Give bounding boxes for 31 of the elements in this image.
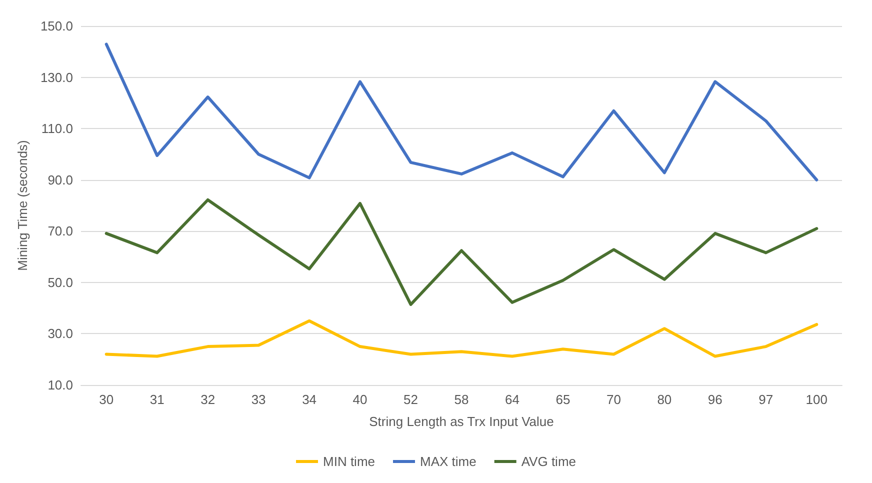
y-tick-label: 70.0: [48, 224, 73, 239]
line-series: [104, 319, 818, 358]
x-tick-label: 30: [99, 392, 114, 407]
x-tick-label: 31: [150, 392, 164, 407]
x-tick-label: 65: [556, 392, 570, 407]
x-axis-title: String Length as Trx Input Value: [369, 414, 554, 429]
x-tick-label: 58: [454, 392, 469, 407]
x-tick-label: 97: [758, 392, 774, 407]
legend-label: MIN time: [323, 454, 375, 469]
x-tick-label: 96: [708, 392, 722, 407]
y-tick-label: 150.0: [40, 18, 73, 34]
x-tick-label: 52: [404, 392, 418, 407]
legend-label: MAX time: [420, 454, 476, 469]
x-tick-label: 70: [606, 392, 621, 407]
legend-label: AVG time: [521, 454, 576, 469]
x-tick-label: 32: [200, 392, 216, 407]
y-axis-title: Mining Time (seconds): [15, 140, 30, 271]
line-series: [104, 198, 818, 306]
x-tick-label: 34: [302, 392, 317, 407]
y-tick-label: 10.0: [48, 378, 73, 392]
x-tick-label: 40: [352, 392, 368, 407]
y-tick-label: 50.0: [48, 274, 73, 290]
y-tick-label: 90.0: [48, 172, 73, 188]
x-tick-label: 80: [657, 392, 672, 407]
line-series: [104, 42, 818, 182]
x-tick-label: 100: [806, 392, 828, 407]
y-tick-label: 130.0: [40, 70, 73, 85]
x-tick-label: 64: [505, 392, 520, 407]
y-tick-label: 110.0: [41, 121, 73, 136]
x-tick-label: 33: [251, 392, 266, 407]
y-tick-label: 30.0: [48, 326, 73, 342]
